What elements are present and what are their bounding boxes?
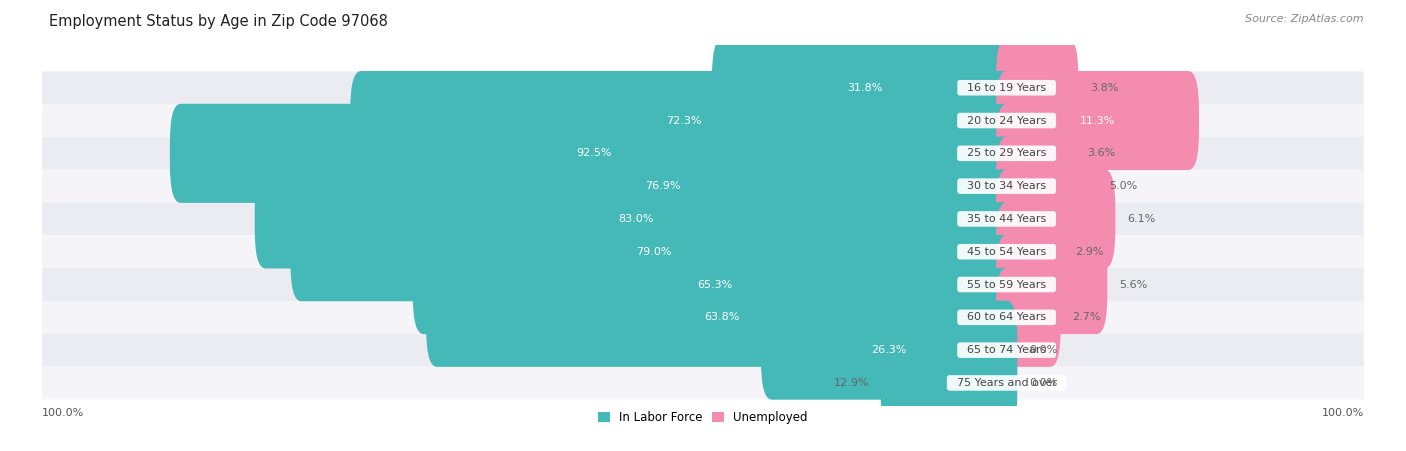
Text: 75 Years and over: 75 Years and over [949,378,1063,388]
FancyBboxPatch shape [42,334,1364,367]
Text: Employment Status by Age in Zip Code 97068: Employment Status by Age in Zip Code 970… [49,14,388,28]
FancyBboxPatch shape [42,235,1364,268]
Text: 12.9%: 12.9% [834,378,869,388]
FancyBboxPatch shape [711,38,1018,137]
Text: 6.1%: 6.1% [1128,214,1156,224]
Text: 5.6%: 5.6% [1119,280,1147,290]
Text: 45 to 54 Years: 45 to 54 Years [960,247,1053,257]
Text: 83.0%: 83.0% [619,214,654,224]
FancyBboxPatch shape [880,333,1018,433]
Text: 63.8%: 63.8% [704,313,740,322]
FancyBboxPatch shape [995,235,1108,334]
FancyBboxPatch shape [42,104,1364,137]
FancyBboxPatch shape [995,170,1115,268]
FancyBboxPatch shape [42,202,1364,235]
Text: 5.0%: 5.0% [1109,181,1137,191]
Text: 11.3%: 11.3% [1080,115,1115,125]
Text: 0.0%: 0.0% [1029,378,1057,388]
FancyBboxPatch shape [761,301,1018,400]
Text: 79.0%: 79.0% [636,247,672,257]
Text: 35 to 44 Years: 35 to 44 Years [960,214,1053,224]
Text: 0.0%: 0.0% [1029,345,1057,355]
Text: 65 to 74 Years: 65 to 74 Years [960,345,1053,355]
FancyBboxPatch shape [995,137,1098,236]
FancyBboxPatch shape [42,367,1364,399]
Text: 92.5%: 92.5% [576,148,612,158]
Text: 3.8%: 3.8% [1090,83,1118,93]
Text: 60 to 64 Years: 60 to 64 Years [960,313,1053,322]
FancyBboxPatch shape [995,202,1064,301]
Text: 100.0%: 100.0% [42,408,84,418]
Text: 2.7%: 2.7% [1073,313,1101,322]
Text: 72.3%: 72.3% [666,115,702,125]
FancyBboxPatch shape [426,268,1018,367]
FancyBboxPatch shape [42,268,1364,301]
FancyBboxPatch shape [413,235,1018,334]
FancyBboxPatch shape [995,38,1078,137]
Text: 76.9%: 76.9% [645,181,681,191]
FancyBboxPatch shape [42,137,1364,170]
FancyBboxPatch shape [254,170,1018,268]
FancyBboxPatch shape [995,104,1076,203]
FancyBboxPatch shape [350,71,1018,170]
FancyBboxPatch shape [42,170,1364,202]
Text: 65.3%: 65.3% [697,280,733,290]
Text: 2.9%: 2.9% [1076,247,1104,257]
FancyBboxPatch shape [995,268,1060,367]
Text: 31.8%: 31.8% [846,83,883,93]
Text: Source: ZipAtlas.com: Source: ZipAtlas.com [1246,14,1364,23]
Text: 25 to 29 Years: 25 to 29 Years [960,148,1053,158]
Text: 16 to 19 Years: 16 to 19 Years [960,83,1053,93]
FancyBboxPatch shape [291,202,1018,301]
Text: 3.6%: 3.6% [1087,148,1115,158]
Text: 55 to 59 Years: 55 to 59 Years [960,280,1053,290]
FancyBboxPatch shape [309,137,1018,236]
Legend: In Labor Force, Unemployed: In Labor Force, Unemployed [593,406,813,429]
FancyBboxPatch shape [170,104,1018,203]
Text: 20 to 24 Years: 20 to 24 Years [960,115,1053,125]
Text: 30 to 34 Years: 30 to 34 Years [960,181,1053,191]
Text: 26.3%: 26.3% [872,345,907,355]
FancyBboxPatch shape [42,301,1364,334]
FancyBboxPatch shape [995,71,1199,170]
FancyBboxPatch shape [42,71,1364,104]
Text: 100.0%: 100.0% [1322,408,1364,418]
